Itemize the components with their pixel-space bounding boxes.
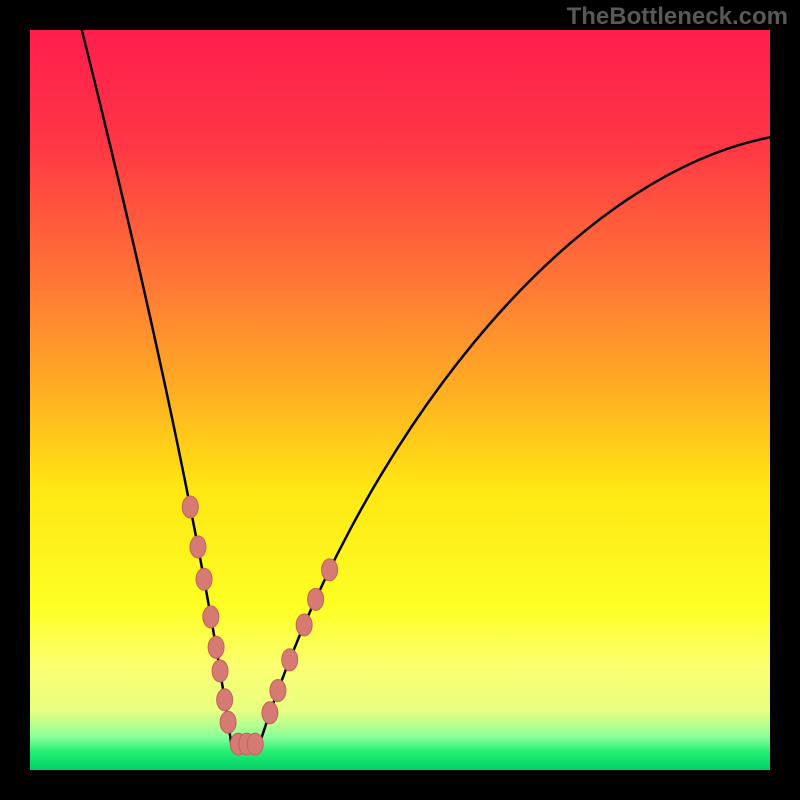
data-marker <box>282 649 298 671</box>
data-marker <box>322 559 338 581</box>
data-marker <box>308 588 324 610</box>
bottleneck-chart <box>0 0 800 800</box>
data-marker <box>212 660 228 682</box>
data-marker <box>262 702 278 724</box>
plot-background <box>30 30 770 770</box>
watermark-label: TheBottleneck.com <box>567 3 788 31</box>
data-marker <box>247 733 263 755</box>
data-marker <box>296 614 312 636</box>
data-marker <box>217 689 233 711</box>
data-marker <box>270 680 286 702</box>
data-marker <box>190 536 206 558</box>
data-marker <box>182 496 198 518</box>
data-marker <box>208 636 224 658</box>
data-marker <box>220 711 236 733</box>
data-marker <box>203 606 219 628</box>
data-marker <box>196 568 212 590</box>
